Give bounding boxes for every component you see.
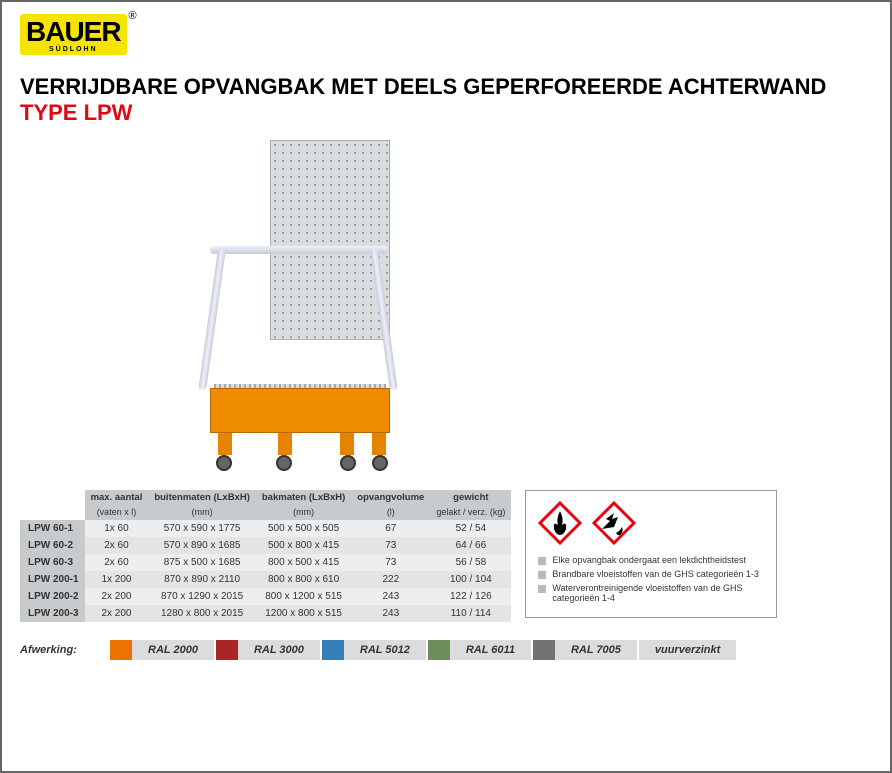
finish-row: Afwerking: RAL 2000 RAL 3000 RAL 5012 RAL 6…	[20, 640, 872, 660]
table-row: LPW 60-11x 60570 x 590 x 1775500 x 500 x…	[20, 520, 511, 537]
cell: 800 x 500 x 415	[256, 554, 351, 571]
table-row: LPW 200-32x 2001280 x 800 x 20151200 x 8…	[20, 605, 511, 622]
col-subheader: (vaten x l)	[85, 505, 149, 520]
cell: 800 x 1200 x 515	[256, 588, 351, 605]
finish-label: Afwerking:	[20, 644, 100, 656]
swatch-label: RAL 3000	[238, 640, 320, 660]
swatch-label: RAL 2000	[132, 640, 214, 660]
swatch-label: RAL 5012	[344, 640, 426, 660]
col-header: bakmaten (LxBxH)	[256, 490, 351, 505]
col-subheader: (mm)	[148, 505, 256, 520]
finish-swatch: vuurverzinkt	[639, 640, 736, 660]
col-subheader: (l)	[351, 505, 430, 520]
hazard-item: Elke opvangbak ondergaat een lekdichthei…	[538, 555, 764, 566]
cell: 243	[351, 588, 430, 605]
table-row: LPW 60-22x 60570 x 890 x 1685500 x 800 x…	[20, 537, 511, 554]
col-header: opvangvolume	[351, 490, 430, 505]
cell: 56 / 58	[430, 554, 511, 571]
row-name: LPW 60-3	[20, 554, 85, 571]
cell: 100 / 104	[430, 571, 511, 588]
ghs-flammable-icon	[538, 501, 582, 545]
swatch-label: RAL 7005	[555, 640, 637, 660]
hazard-item: Waterverontreinigende vloeistoffen van d…	[538, 583, 764, 605]
row-name: LPW 200-2	[20, 588, 85, 605]
row-name: LPW 60-2	[20, 537, 85, 554]
cell: 570 x 890 x 1685	[148, 537, 256, 554]
cell: 2x 60	[85, 554, 149, 571]
table-row: LPW 200-22x 200870 x 1290 x 2015800 x 12…	[20, 588, 511, 605]
cell: 1280 x 800 x 2015	[148, 605, 256, 622]
col-header: max. aantal	[85, 490, 149, 505]
cell: 122 / 126	[430, 588, 511, 605]
logo-main: BAUER	[26, 18, 121, 46]
cell: 870 x 890 x 2110	[148, 571, 256, 588]
finish-swatch: RAL 6011	[428, 640, 531, 660]
cell: 1x 200	[85, 571, 149, 588]
col-header: gewicht	[430, 490, 511, 505]
finish-swatch: RAL 2000	[110, 640, 214, 660]
product-image	[180, 140, 450, 480]
table-row: LPW 60-32x 60875 x 500 x 1685800 x 500 x…	[20, 554, 511, 571]
title-main: VERRIJDBARE OPVANGBAK MET DEELS GEPERFOR…	[20, 74, 826, 99]
finish-swatch: RAL 3000	[216, 640, 320, 660]
row-name: LPW 200-3	[20, 605, 85, 622]
cell: 875 x 500 x 1685	[148, 554, 256, 571]
cell: 2x 200	[85, 588, 149, 605]
cell: 1x 60	[85, 520, 149, 537]
cell: 64 / 66	[430, 537, 511, 554]
cell: 1200 x 800 x 515	[256, 605, 351, 622]
ghs-environment-icon	[592, 501, 636, 545]
cell: 52 / 54	[430, 520, 511, 537]
cell: 243	[351, 605, 430, 622]
finish-swatch: RAL 7005	[533, 640, 637, 660]
title-type: TYPE LPW	[20, 100, 132, 125]
brand-logo: BAUER SÜDLOHN ®	[20, 14, 872, 56]
finish-swatch: RAL 5012	[322, 640, 426, 660]
cell: 800 x 800 x 610	[256, 571, 351, 588]
row-name: LPW 60-1	[20, 520, 85, 537]
swatch-label: vuurverzinkt	[639, 640, 736, 660]
hazard-box: Elke opvangbak ondergaat een lekdichthei…	[525, 490, 777, 618]
col-subheader: gelakt / verz. (kg)	[430, 505, 511, 520]
registered-icon: ®	[128, 10, 136, 22]
col-header: buitenmaten (LxBxH)	[148, 490, 256, 505]
cell: 500 x 800 x 415	[256, 537, 351, 554]
cell: 500 x 500 x 505	[256, 520, 351, 537]
cell: 67	[351, 520, 430, 537]
logo-sub: SÜDLOHN	[26, 46, 121, 53]
cell: 110 / 114	[430, 605, 511, 622]
cell: 2x 60	[85, 537, 149, 554]
row-name: LPW 200-1	[20, 571, 85, 588]
cell: 570 x 590 x 1775	[148, 520, 256, 537]
cell: 73	[351, 554, 430, 571]
cell: 73	[351, 537, 430, 554]
col-subheader: (mm)	[256, 505, 351, 520]
swatch-label: RAL 6011	[450, 640, 531, 660]
hazard-item: Brandbare vloeistoffen van de GHS catego…	[538, 569, 764, 580]
page-title: VERRIJDBARE OPVANGBAK MET DEELS GEPERFOR…	[20, 74, 872, 126]
table-row: LPW 200-11x 200870 x 890 x 2110800 x 800…	[20, 571, 511, 588]
cell: 222	[351, 571, 430, 588]
spec-table: max. aantal buitenmaten (LxBxH) bakmaten…	[20, 490, 511, 622]
cell: 2x 200	[85, 605, 149, 622]
cell: 870 x 1290 x 2015	[148, 588, 256, 605]
